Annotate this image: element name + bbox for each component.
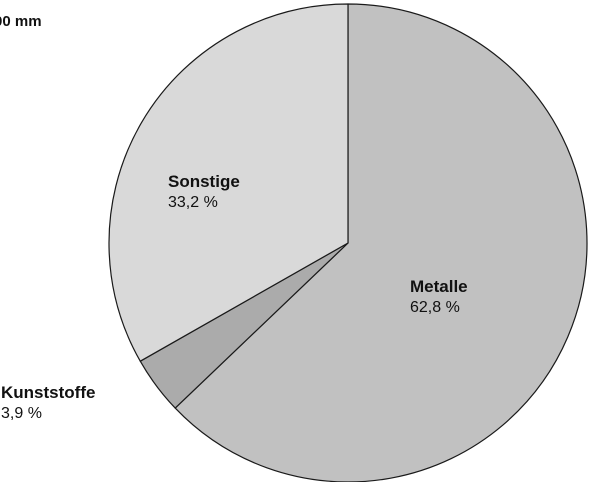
slice-value-sonstige: 33,2 % [168,194,218,211]
pie-slice-metalle [174,3,588,482]
slice-name-sonstige: Sonstige [168,172,240,191]
slice-label-kunststoffe: Kunststoffe 3,9 % [1,382,95,424]
pie-slice-sonstige [108,3,349,362]
slice-label-metalle: Metalle 62,8 % [410,276,468,318]
slice-label-sonstige: Sonstige 33,2 % [168,171,240,213]
slice-name-kunststoffe: Kunststoffe [1,383,96,402]
slice-value-metalle: 62,8 % [410,299,460,316]
slice-value-kunststoffe: 3,9 % [1,405,42,422]
truncated-header-label: 00 mm [0,13,42,30]
slice-name-metalle: Metalle [410,277,468,296]
